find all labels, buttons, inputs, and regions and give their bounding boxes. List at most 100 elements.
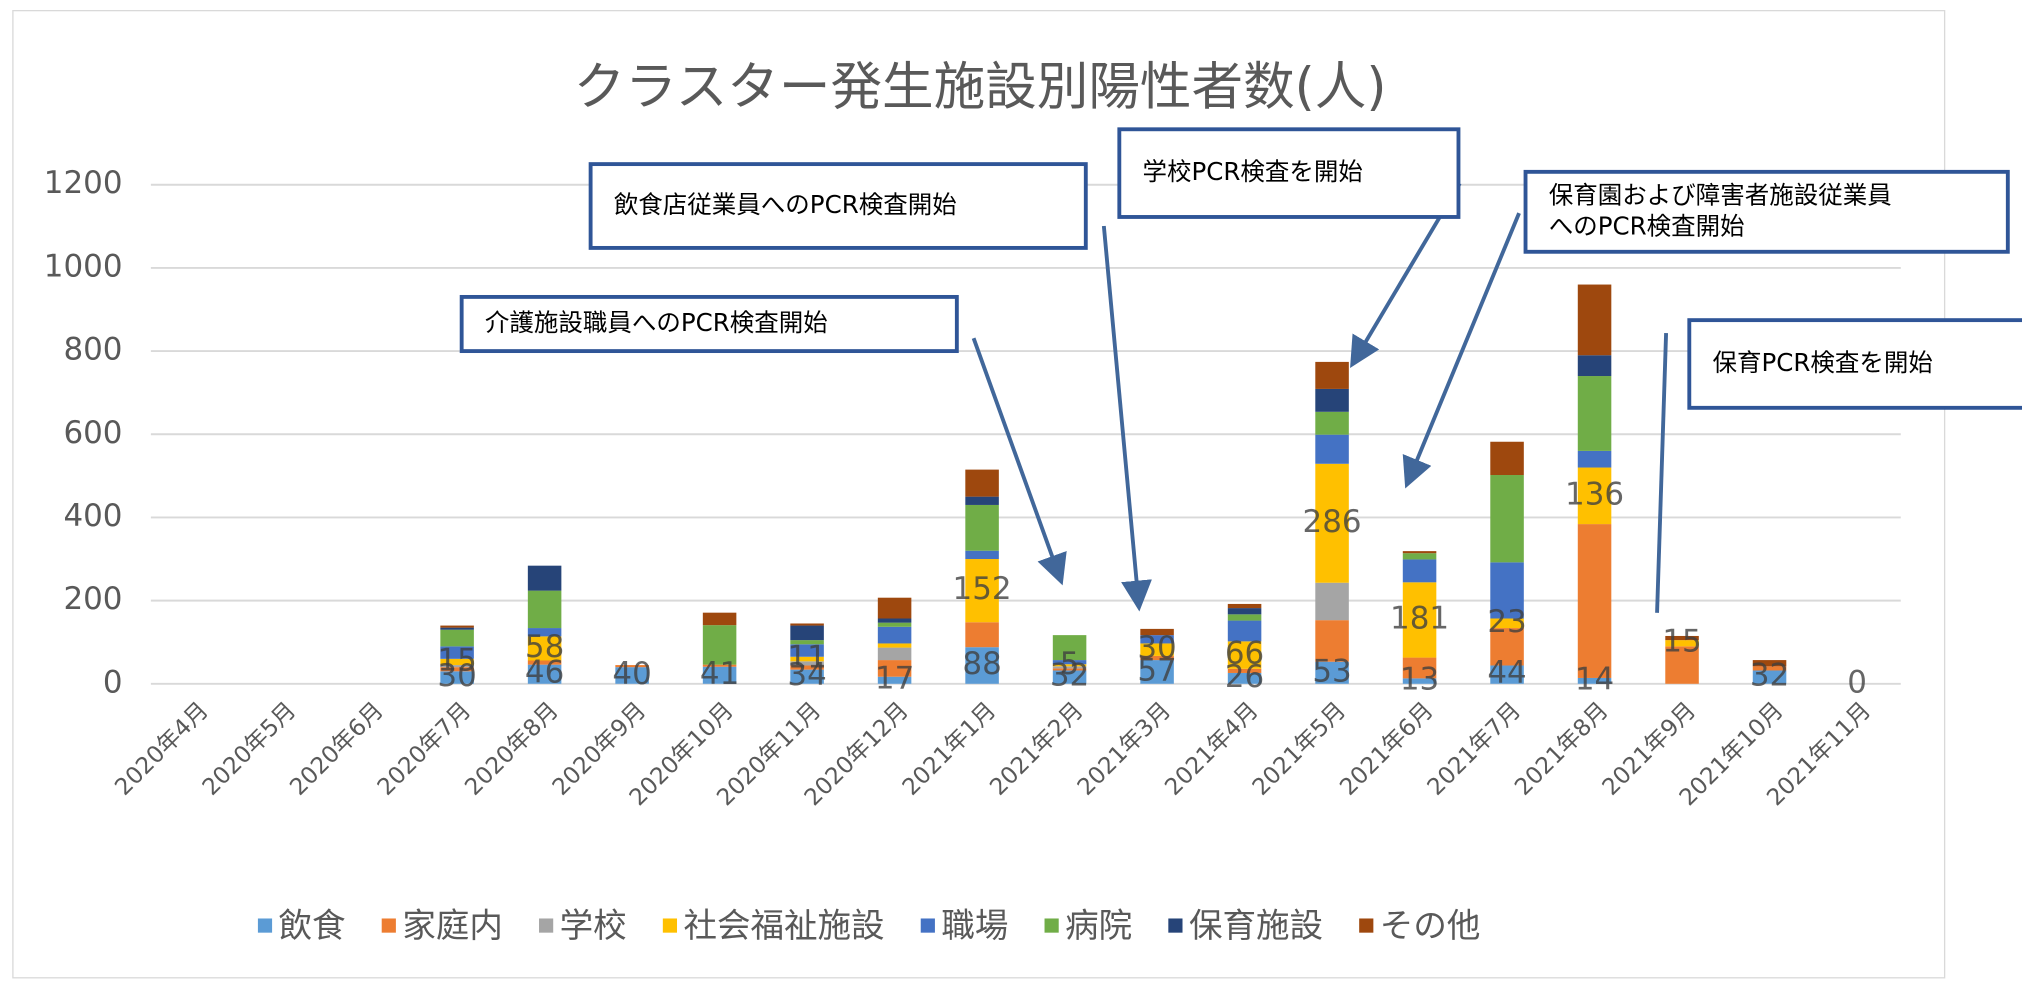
data-label: 66 [1225,636,1264,672]
legend-swatch [257,918,273,933]
y-tick-label: 0 [103,664,123,700]
bar-segment [440,629,474,647]
data-label: 15 [437,642,476,678]
annotation-arrow [1655,332,1669,613]
legend-swatch [920,918,935,933]
legend-label: 学校 [560,906,627,945]
bar-segment [877,647,912,661]
y-tick-label: 200 [63,581,122,617]
bar-segment [1402,657,1437,679]
bar-segment [1227,614,1262,621]
bar-segment [1665,646,1699,684]
data-label: 136 [1565,476,1624,512]
bar-segment [790,656,824,662]
data-label: 15 [1662,624,1701,660]
bar-segment [440,658,474,666]
bar-segment [790,640,824,645]
legend-label: その他 [1380,906,1481,945]
data-label: 30 [437,658,476,694]
legend-label: 家庭内 [402,906,503,945]
annotation-text: 飲食店従業員へのPCR検査開始 [614,190,957,219]
legend-label: 職場 [941,906,1008,945]
bar-segment [440,671,474,684]
bar-segment [1402,559,1437,583]
bar-segment [1227,603,1262,609]
bar-segment [790,665,824,670]
bar-segment [527,664,562,684]
bar-segment [965,647,999,684]
bar-segment [440,625,474,628]
bar-segment [527,565,562,591]
data-label: 23 [1487,604,1526,640]
bar-segment [615,667,649,684]
bar-segment [1052,664,1087,667]
legend-swatch [1168,918,1183,933]
bar-segment [1402,582,1437,658]
annotation-box [1117,127,1461,219]
annotation-box [588,162,1088,250]
data-label: 46 [525,655,564,691]
data-label: 17 [875,661,914,697]
annotation-box [459,294,959,354]
data-label: 5 [1060,646,1080,682]
bar-segment [1402,553,1437,560]
bar-segment [877,643,912,648]
bar-segment [790,625,824,641]
bar-segment [965,504,999,551]
legend-swatch [539,918,554,933]
bar-segment [527,636,562,661]
bar-segment [965,550,999,560]
data-label: 30 [1137,630,1176,666]
annotation-arrow [1101,225,1152,612]
data-label: 58 [525,629,564,665]
bar-segment [1665,635,1699,641]
bar-segment [965,469,999,497]
data-label: 11 [787,640,826,676]
bar-segment [615,665,649,668]
bar-segment [1577,450,1612,468]
y-tick-label: 1200 [44,165,123,201]
bar-segment [1577,376,1612,451]
legend-label: 保育施設 [1189,906,1323,945]
legend-swatch [662,918,678,933]
bar-segment [1140,643,1174,656]
annotation-text: 学校PCR検査を開始 [1143,157,1363,186]
bar-segment [702,625,737,665]
bar-segment [877,618,912,623]
bar-segment [1577,284,1612,356]
bar-segment [1052,670,1087,684]
bar-segment [965,559,999,623]
bar-segment [965,622,999,648]
bar-segment [1315,411,1349,435]
bar-segment [965,496,999,505]
annotation-box [1687,318,2022,410]
bar-segment [877,660,912,677]
bar-segment [1315,388,1349,412]
y-tick-label: 1000 [44,248,123,284]
bar-segment [1140,660,1174,684]
bar-segment [1140,655,1174,661]
data-label: 32 [1750,658,1789,694]
bar-segment [790,661,824,666]
data-label: 26 [1225,659,1264,695]
bar-segment [1052,666,1087,669]
bar-segment [1490,441,1524,476]
bar-segment [1752,670,1787,684]
annotation-text: 介護施設職員へのPCR検査開始 [485,308,828,337]
bar-segment [877,676,912,684]
bar-segment [1402,551,1437,554]
bar-segment [1227,668,1262,673]
bar-segment [1227,641,1262,669]
bar-segment [1227,672,1262,684]
legend-swatch [381,918,396,933]
legend-swatch [1359,918,1374,933]
data-label: 152 [953,571,1012,607]
data-label: 13 [1400,662,1439,698]
bar-segment [1052,668,1087,671]
annotation-text: 保育PCR検査を開始 [1713,348,1933,377]
bar-segment [1315,434,1349,464]
bar-segment [440,627,474,630]
data-label: 0 [1847,664,1867,700]
data-label: 181 [1390,600,1449,636]
